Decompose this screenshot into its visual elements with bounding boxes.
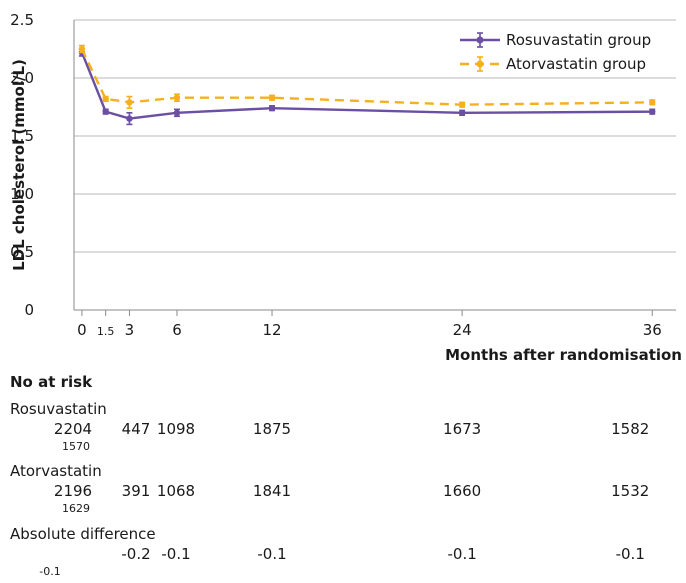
series-layer xyxy=(78,44,656,126)
legend-label: Rosuvastatin group xyxy=(506,31,651,49)
risk-value: 391 xyxy=(121,482,151,500)
risk-value: 1875 xyxy=(252,420,292,438)
x-tick-label: 36 xyxy=(643,321,662,339)
risk-value: 1841 xyxy=(252,482,292,500)
risk-value: 1660 xyxy=(443,482,482,500)
data-point xyxy=(102,95,109,103)
y-tick-label: 2.5 xyxy=(10,11,34,29)
risk-row-label: Absolute difference xyxy=(10,525,156,543)
data-point xyxy=(126,115,133,122)
y-axis-title: LDL cholesterol (mmol/L) xyxy=(10,59,28,271)
risk-value: 447 xyxy=(121,420,151,438)
data-point xyxy=(268,94,276,101)
x-tick-label: 1.5 xyxy=(97,325,115,338)
risk-value: -0.1 xyxy=(161,545,191,563)
x-tick-label: 24 xyxy=(453,321,472,339)
legend-item: Rosuvastatin group xyxy=(460,31,651,49)
data-point xyxy=(102,108,109,115)
risk-value: 1673 xyxy=(443,420,482,438)
x-tick-label: 6 xyxy=(172,321,182,339)
legend-swatch-marker xyxy=(476,36,484,44)
y-tick-label: 1.5 xyxy=(10,127,34,145)
risk-value: 1629 xyxy=(62,502,90,515)
risk-value: 2196 xyxy=(53,482,93,500)
x-tick-label: 0 xyxy=(77,321,87,339)
legend-swatch-marker xyxy=(476,60,484,68)
data-point xyxy=(126,99,133,106)
data-point xyxy=(173,109,181,117)
risk-value: 1582 xyxy=(611,420,650,438)
y-tick-label: 0.5 xyxy=(10,243,34,261)
data-point xyxy=(649,99,656,106)
risk-value: -0.1 xyxy=(257,545,287,563)
x-tick-label: 12 xyxy=(262,321,281,339)
risk-value: 2204 xyxy=(53,420,93,438)
risk-row-label: Atorvastatin xyxy=(10,462,102,480)
legend: Rosuvastatin group Atorvastatin group xyxy=(460,31,651,73)
risk-row-label: Rosuvastatin xyxy=(10,400,107,418)
gridlines xyxy=(74,19,676,253)
data-point xyxy=(173,94,181,101)
data-point xyxy=(649,108,656,115)
risk-value: 1068 xyxy=(156,482,196,500)
data-point xyxy=(458,101,466,108)
data-point xyxy=(268,104,276,112)
risk-value: -0.1 xyxy=(39,565,61,578)
data-point xyxy=(458,109,466,117)
y-tick-label: 1.0 xyxy=(10,185,34,203)
x-tick-label: 3 xyxy=(125,321,135,339)
x-axis-title: Months after randomisation xyxy=(445,346,682,364)
legend-label: Atorvastatin group xyxy=(506,55,646,73)
risk-value: 1532 xyxy=(611,482,650,500)
risk-value: 1570 xyxy=(62,440,90,453)
y-tick-label: 0 xyxy=(24,301,34,319)
risk-value: -0.1 xyxy=(615,545,645,563)
data-point xyxy=(78,45,86,53)
risk-value: -0.2 xyxy=(121,545,151,563)
risk-value: -0.1 xyxy=(447,545,477,563)
y-tick-label: 2.0 xyxy=(10,69,34,87)
risk-value: 1098 xyxy=(156,420,196,438)
legend-item: Atorvastatin group xyxy=(460,55,646,73)
risk-table-heading: No at risk xyxy=(10,373,93,391)
series-1 xyxy=(78,44,656,109)
